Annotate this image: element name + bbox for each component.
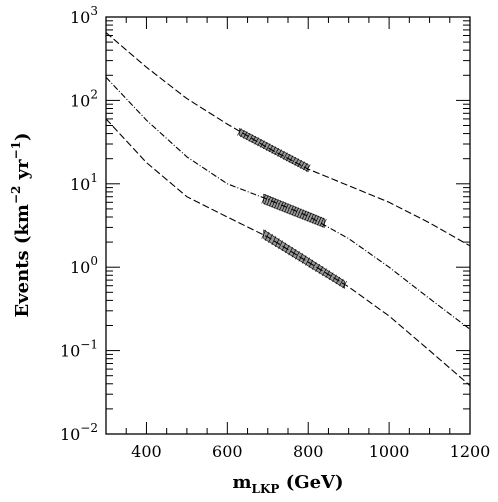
band-hatch — [278, 240, 283, 250]
band-hatch — [317, 216, 322, 226]
x-axis-label: mLKP (GeV) — [232, 472, 343, 496]
y-tick-label: 103 — [70, 4, 98, 27]
x-tick-label: 1000 — [369, 442, 410, 461]
band-hatch — [322, 218, 327, 228]
y-tick-label: 10−1 — [60, 338, 98, 361]
band-hatch — [291, 156, 297, 165]
band-hatch — [296, 208, 302, 218]
band-hatch — [285, 153, 291, 162]
band-hatch — [268, 197, 274, 207]
band-hatch — [291, 206, 297, 216]
band-hatch — [261, 194, 267, 204]
band-hatch — [288, 155, 294, 163]
x-tick-label: 400 — [131, 442, 162, 461]
series-line — [105, 118, 471, 387]
band-hatch — [248, 134, 254, 142]
tick-labels: 400 600 800 1000 1200 10−2 10−1 100 101 102 103 — [60, 4, 490, 461]
y-tick-label: 101 — [70, 171, 98, 194]
band-hatch — [271, 236, 277, 245]
y-axis-label-exp2: −1 — [9, 141, 23, 159]
band-hatch — [271, 198, 277, 208]
band-hatch — [271, 146, 277, 154]
x-axis-label-rest: (GeV) — [279, 472, 343, 493]
y-axis-label-exp1: −2 — [9, 186, 23, 204]
band-hatch — [279, 201, 284, 211]
series-line — [105, 76, 471, 330]
band-hatch — [294, 158, 300, 166]
plot-frame — [105, 16, 471, 435]
band-hatch — [288, 246, 294, 256]
band-hatch — [311, 261, 317, 270]
band-hatch — [289, 205, 294, 215]
y-tick-label: 102 — [70, 87, 98, 110]
band-hatch — [240, 129, 245, 138]
band-hatch — [282, 152, 288, 160]
band-hatch — [276, 200, 282, 210]
band-hatch — [265, 143, 271, 151]
band-hatch — [297, 159, 302, 168]
band-hatch — [266, 196, 272, 206]
band-hatch — [305, 257, 310, 266]
band-hatch — [295, 251, 300, 260]
band-hatch — [338, 278, 344, 287]
band-hatch — [319, 217, 325, 227]
band-hatch — [274, 199, 279, 209]
band-hatch — [314, 215, 320, 225]
band-hatch — [281, 202, 287, 212]
band-hatch — [305, 164, 311, 172]
band-hatch — [294, 207, 299, 217]
band-hatch — [274, 147, 280, 156]
x-tick-label: 800 — [293, 442, 324, 461]
band-hatch — [237, 128, 242, 136]
y-tick-label: 10−2 — [60, 421, 98, 444]
y-axis-label-mid: yr — [12, 159, 33, 186]
band-hatch — [284, 203, 289, 213]
y-axis-label-suffix: ) — [12, 132, 33, 141]
band-hatch — [257, 138, 262, 147]
band-hatch — [263, 195, 269, 205]
band-hatch — [299, 209, 304, 219]
band-hatch — [262, 141, 268, 150]
x-axis-label-main: m — [232, 472, 251, 493]
x-tick-label: 600 — [212, 442, 243, 461]
band-hatch — [280, 150, 285, 159]
series-line — [105, 32, 471, 247]
series-lines — [105, 32, 471, 387]
band-hatch — [277, 149, 282, 157]
y-tick-label: 100 — [70, 254, 98, 277]
x-tick-label: 1200 — [450, 442, 491, 461]
uncertainty-bands — [237, 128, 347, 289]
axis-ticks — [105, 16, 471, 435]
band-hatch — [261, 229, 267, 239]
band-hatch — [268, 144, 274, 153]
band-hatch — [300, 161, 305, 169]
band-hatch — [303, 162, 308, 171]
y-axis-label: Events (km−2 yr−1) — [9, 132, 33, 317]
band-hatch — [286, 204, 292, 214]
band-hatch — [301, 210, 307, 220]
band-hatch — [328, 272, 334, 281]
y-axis-label-prefix: Events (km — [12, 204, 33, 317]
band-hatch — [322, 268, 327, 276]
x-axis-label-sub: LKP — [252, 482, 280, 496]
